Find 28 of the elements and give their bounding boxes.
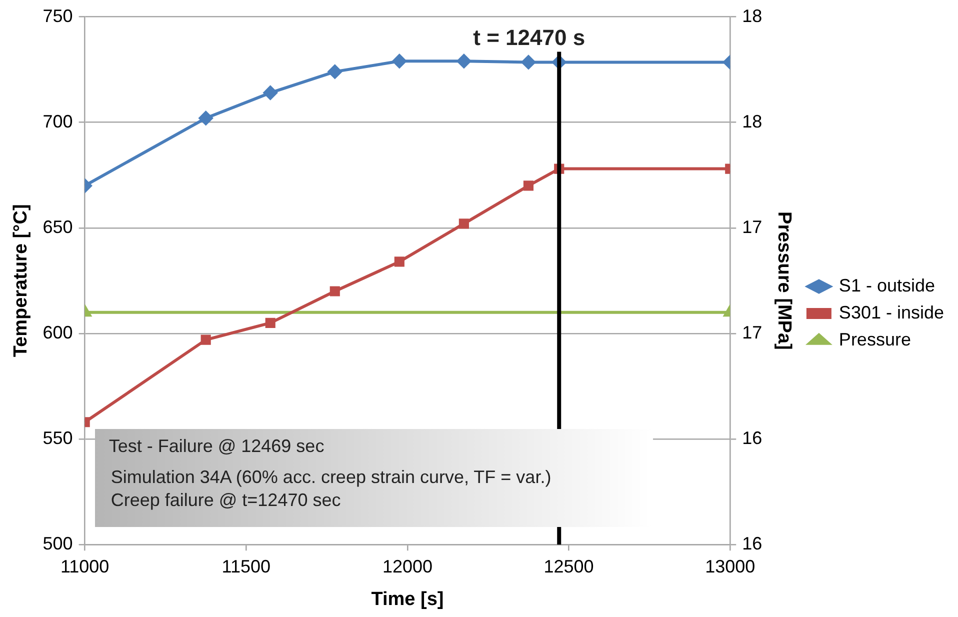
legend-label: Pressure bbox=[838, 329, 911, 350]
y2-tick-label: 17 bbox=[742, 322, 762, 342]
y-tick-label: 600 bbox=[42, 322, 73, 342]
ref-line-label: t = 12470 s bbox=[473, 24, 586, 50]
y2-axis-title: Pressure [MPa] bbox=[773, 212, 794, 350]
y2-tick-label: 18 bbox=[742, 6, 762, 26]
annotation: Test - Failure @ 12469 sec bbox=[108, 434, 326, 458]
note-box: Test - Failure @ 12469 sec Simulation 34A (60% acc. creep strain curve, TF = var.) Creep failure @ t=12470 sec bbox=[94, 428, 653, 527]
x-axis-title: Time [s] bbox=[371, 588, 444, 610]
y-tick-label: 700 bbox=[42, 111, 73, 132]
annotation: Simulation 34A (60% acc. creep strain curve, TF = var.) bbox=[110, 466, 552, 489]
y-tick-label: 500 bbox=[42, 534, 73, 554]
legend-label: S301 - inside bbox=[838, 302, 944, 322]
x-tick-label: 11500 bbox=[222, 556, 271, 576]
y-tick-label: 650 bbox=[42, 216, 73, 237]
y2-tick-label: 17 bbox=[742, 216, 762, 237]
x-tick-label: 11000 bbox=[60, 556, 110, 576]
y2-tick-label: 16 bbox=[742, 534, 762, 554]
y2-tick-label: 16 bbox=[742, 428, 762, 448]
x-tick-label: 13000 bbox=[705, 556, 756, 576]
annotation: Creep failure @ t=12470 sec bbox=[110, 488, 342, 512]
x-tick-label: 12000 bbox=[382, 556, 433, 576]
y-axis-title: Temperature [°C] bbox=[10, 204, 32, 358]
y2-tick-label: 18 bbox=[742, 111, 762, 132]
y-tick-label: 550 bbox=[42, 428, 73, 448]
legend-label: S1 - outside bbox=[838, 275, 935, 296]
y-tick-label: 750 bbox=[42, 6, 73, 26]
x-tick-label: 12500 bbox=[544, 556, 594, 576]
